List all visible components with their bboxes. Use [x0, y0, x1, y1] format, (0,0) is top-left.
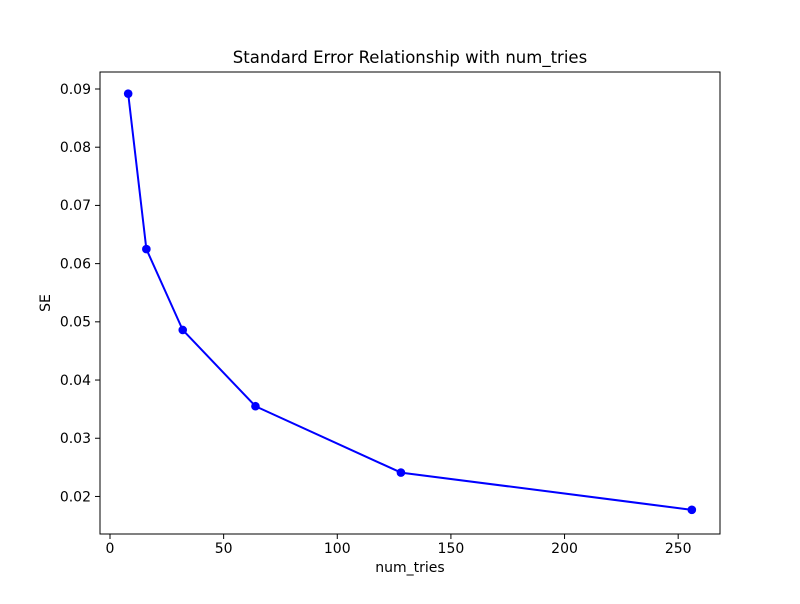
data-point-marker [396, 468, 406, 477]
y-axis-label: SE [38, 294, 54, 312]
x-axis-label: num_tries [375, 560, 444, 576]
x-tick-label: 250 [665, 541, 692, 557]
plot-area [99, 71, 721, 535]
y-tick-label: 0.09 [60, 82, 91, 98]
x-tick-label: 150 [438, 541, 465, 557]
data-point-marker [251, 401, 260, 411]
data-point-marker [687, 505, 697, 515]
x-tick-label: 50 [215, 541, 233, 557]
y-tick-label: 0.07 [60, 198, 91, 214]
x-tick-label: 0 [106, 541, 115, 557]
y-axis-ticks: 0.02 0.03 0.04 0.05 0.06 0.07 0.08 0.09 [60, 82, 100, 505]
y-tick-label: 0.05 [60, 315, 91, 331]
chart-title: Standard Error Relationship with num_tri… [233, 48, 587, 68]
y-tick-label: 0.02 [60, 489, 91, 505]
y-tick-label: 0.08 [60, 140, 91, 156]
data-point-marker [142, 244, 151, 254]
x-tick-label: 100 [324, 541, 351, 557]
y-tick-label: 0.03 [60, 431, 91, 447]
x-tick-label: 200 [551, 541, 578, 557]
y-tick-label: 0.06 [60, 256, 91, 272]
data-series [123, 89, 697, 515]
data-point-marker [178, 325, 188, 335]
series-line [127, 92, 693, 511]
x-axis-ticks: 0 50 100 150 200 250 [106, 534, 692, 557]
y-tick-label: 0.04 [60, 373, 91, 389]
data-point-marker [123, 89, 133, 98]
